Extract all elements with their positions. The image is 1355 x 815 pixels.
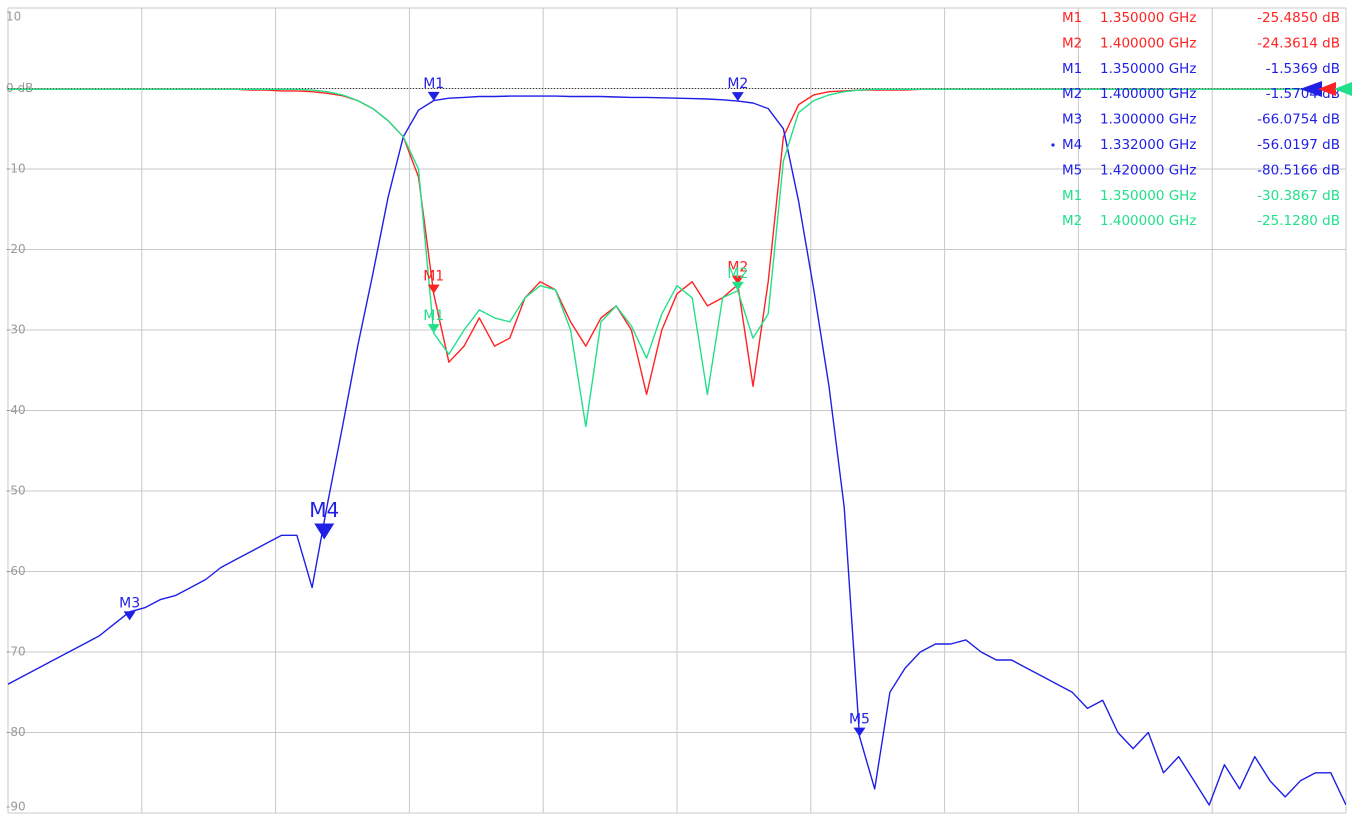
y-tick-label: -50 [6, 484, 26, 498]
marker-label: M1 [423, 308, 444, 324]
readout-frequency: 1.420000 GHz [1100, 162, 1196, 178]
marker-triangle [314, 523, 335, 540]
y-tick-label: -80 [6, 725, 26, 739]
ref-arrow [1318, 82, 1336, 96]
readout-value: -80.5166 dB [1257, 162, 1340, 178]
readout-frequency: 1.300000 GHz [1100, 112, 1196, 128]
readout-name: M2 [1062, 213, 1082, 229]
marker-triangle [427, 284, 440, 294]
marker-triangle [731, 92, 744, 102]
readout-name: M1 [1062, 10, 1082, 26]
readout-frequency: 1.350000 GHz [1100, 188, 1196, 204]
readout-name: M1 [1062, 61, 1082, 77]
trace [8, 88, 1346, 428]
trace [8, 95, 1346, 806]
ref-arrow [1334, 82, 1352, 96]
marker-triangle [731, 281, 744, 291]
y-tick-label: -70 [6, 645, 26, 659]
readout-value: -25.4850 dB [1257, 10, 1340, 26]
readout-value: -1.5369 dB [1266, 61, 1340, 77]
marker-label: M2 [727, 76, 748, 92]
readout-value: -66.0754 dB [1257, 112, 1340, 128]
markers: M1 M2 M1 M2 M3 M4 M5 M1 M2 [119, 76, 870, 737]
y-tick-label: 0 dB [6, 81, 33, 95]
marker-triangle [427, 91, 440, 101]
readout-frequency: 1.350000 GHz [1100, 10, 1196, 26]
marker-triangle [427, 324, 440, 334]
readout-frequency: 1.400000 GHz [1100, 213, 1196, 229]
readout-value: -30.3867 dB [1257, 188, 1340, 204]
readout-value: -56.0197 dB [1257, 137, 1340, 153]
y-tick-label: -60 [6, 564, 26, 578]
readout-value: -24.3614 dB [1257, 35, 1340, 51]
marker-readout: M1 1.350000 GHz -25.4850 dB M2 1.400000 GHz -… [1051, 10, 1340, 229]
marker-label: M1 [423, 269, 444, 285]
readout-frequency: 1.400000 GHz [1100, 35, 1196, 51]
readout-frequency: 1.350000 GHz [1100, 61, 1196, 77]
readout-value: -25.1280 dB [1257, 213, 1340, 229]
marker-triangle [123, 611, 136, 621]
marker-label: M2 [727, 260, 748, 276]
marker-label: M5 [849, 712, 870, 728]
active-dot [1051, 143, 1055, 147]
y-tick-label: -40 [6, 403, 26, 417]
marker-triangle [853, 727, 866, 737]
ref-arrow [1300, 81, 1322, 97]
marker-label: M1 [423, 76, 444, 92]
y-tick-label: -20 [6, 242, 26, 256]
marker-label: M2 [727, 266, 748, 282]
marker-label: M3 [119, 595, 140, 611]
readout-name: M4 [1062, 137, 1082, 153]
y-tick-label: -30 [6, 323, 26, 337]
readout-frequency: 1.400000 GHz [1100, 86, 1196, 102]
marker-label: M4 [309, 498, 339, 522]
readout-frequency: 1.332000 GHz [1100, 137, 1196, 153]
readout-name: M5 [1062, 162, 1082, 178]
traces [8, 88, 1346, 806]
readout-name: M3 [1062, 112, 1082, 128]
marker-triangle [731, 275, 744, 285]
readout-name: M2 [1062, 86, 1082, 102]
readout-name: M1 [1062, 188, 1082, 204]
readout-name: M2 [1062, 35, 1082, 51]
grid: 10 0 dB -10 -20 -30 -40 -50 -60 -70 -80 -90 [6, 7, 1347, 814]
reference-arrows [1300, 81, 1352, 97]
y-tick-label: -10 [6, 162, 26, 176]
y-tick-label: -90 [6, 800, 26, 814]
y-tick-label: 10 [6, 10, 21, 24]
